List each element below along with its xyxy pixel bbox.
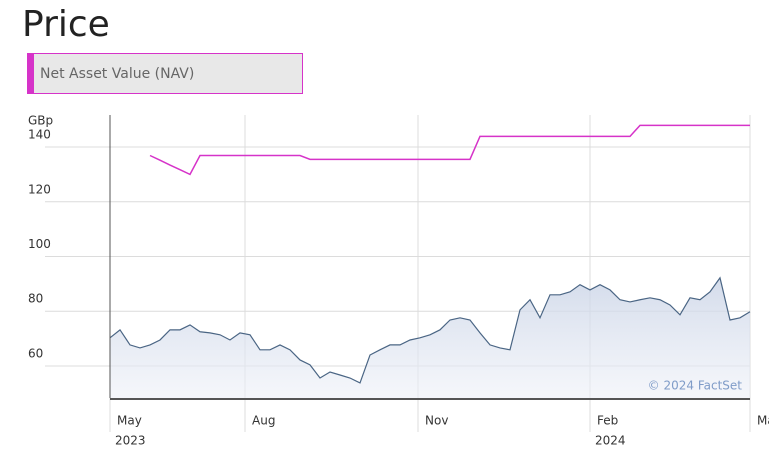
- series-line: [109, 276, 751, 384]
- legend-swatch: [27, 53, 34, 94]
- y-tick-label: 60: [28, 346, 43, 360]
- legend-box: [27, 53, 303, 94]
- legend: Net Asset Value (NAV): [27, 53, 303, 94]
- y-axis-label: GBp: [28, 114, 53, 128]
- x-tick-label: May: [757, 414, 769, 428]
- x-tick-year: 2023: [115, 434, 146, 448]
- area: [110, 277, 750, 398]
- y-tick-label: 80: [28, 292, 43, 306]
- legend-label: Net Asset Value (NAV): [40, 66, 194, 82]
- watermark: © 2024 FactSet: [648, 379, 743, 393]
- y-tick-label: 100: [28, 237, 51, 251]
- x-tick-label: Aug: [252, 414, 275, 428]
- x-tick-label: Feb: [597, 414, 618, 428]
- y-tick-label: 140: [28, 128, 51, 142]
- chart-title: Price: [22, 4, 110, 45]
- plot: 60 80 100 120 140 May 2023 Aug Nov Feb 2024 May © 20…: [28, 115, 769, 448]
- x-tick-label: May: [117, 414, 142, 428]
- x-tick-year: 2024: [595, 434, 626, 448]
- x-tick-label: Nov: [425, 414, 448, 428]
- series-line: [149, 124, 750, 176]
- y-tick-label: 120: [28, 182, 51, 196]
